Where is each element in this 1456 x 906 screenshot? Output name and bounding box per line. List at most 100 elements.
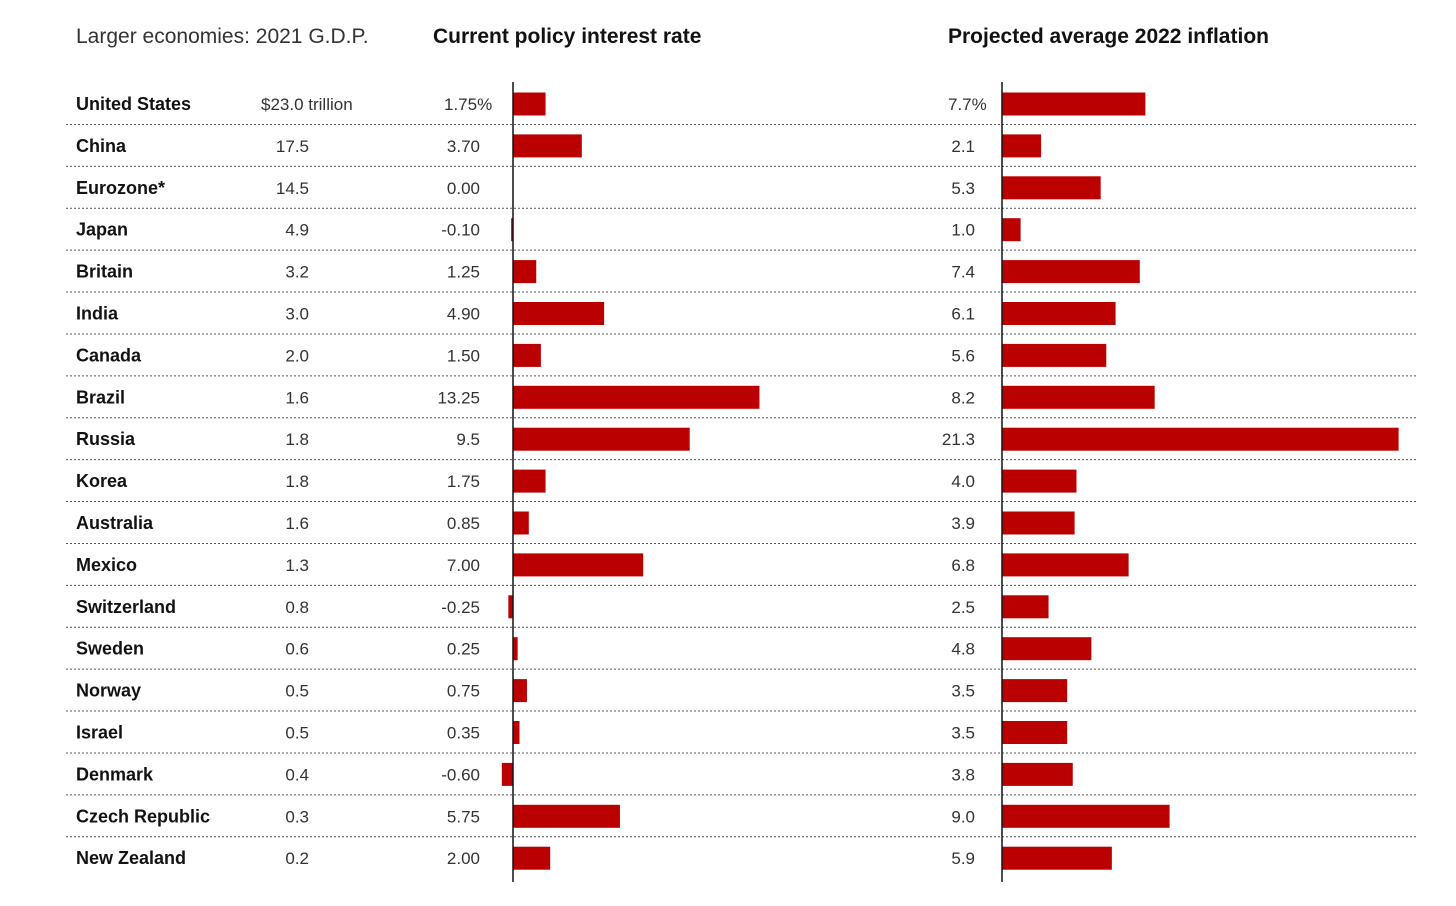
inflation-value: 3.5: [951, 682, 975, 701]
rate-value: 13.25: [437, 388, 480, 407]
gdp-value: 0.8: [285, 598, 309, 617]
bars-group: [501, 92, 1399, 870]
inflation-bar: [1002, 385, 1155, 409]
rate-value: 1.75%: [444, 95, 492, 114]
country-label: Mexico: [76, 555, 137, 575]
rate-value: 2.00: [447, 849, 480, 868]
rate-bar: [513, 302, 605, 325]
inflation-bar: [1002, 218, 1021, 242]
gdp-value: 2.0: [285, 346, 309, 365]
inflation-bar: [1002, 553, 1129, 577]
inflation-bar: [1002, 427, 1399, 451]
inflation-bar: [1002, 846, 1112, 870]
gdp-value: 0.3: [285, 807, 309, 826]
inflation-value: 8.2: [951, 388, 975, 407]
inflation-value: 2.1: [951, 137, 975, 156]
country-label: Britain: [76, 262, 133, 282]
inflation-bar: [1002, 637, 1092, 661]
country-label: Russia: [76, 429, 136, 449]
country-label: China: [76, 136, 127, 156]
country-label: Israel: [76, 723, 123, 743]
inflation-bar: [1002, 469, 1077, 493]
rate-bar: [513, 679, 527, 703]
rate-value: 7.00: [447, 556, 480, 575]
inflation-value: 21.3: [942, 430, 975, 449]
inflation-bar: [1002, 260, 1140, 284]
country-label: Australia: [76, 513, 154, 533]
country-label: Czech Republic: [76, 806, 210, 826]
country-label: India: [76, 304, 119, 324]
country-label: Norway: [76, 681, 141, 701]
country-label: Eurozone*: [76, 178, 165, 198]
country-label: Canada: [76, 345, 142, 365]
inflation-value: 9.0: [951, 807, 975, 826]
country-label: Brazil: [76, 387, 125, 407]
inflation-value: 4.0: [951, 472, 975, 491]
rate-value: 0.00: [447, 179, 480, 198]
inflation-value: 3.9: [951, 514, 975, 533]
inflation-bar: [1002, 92, 1146, 116]
inflation-value: 2.5: [951, 598, 975, 617]
gdp-value: 0.4: [285, 765, 309, 784]
rate-value: 0.25: [447, 640, 480, 659]
rate-bar: [513, 469, 546, 493]
rate-value: -0.10: [441, 221, 480, 240]
rate-value: 4.90: [447, 305, 480, 324]
gdp-value: 17.5: [276, 137, 309, 156]
inflation-value: 5.9: [951, 849, 975, 868]
inflation-bar: [1002, 343, 1107, 367]
rate-value: 1.50: [447, 346, 480, 365]
rate-bar: [513, 511, 529, 535]
rate-value: 9.5: [456, 430, 480, 449]
inflation-value: 5.6: [951, 346, 975, 365]
rate-bar: [513, 846, 551, 870]
rate-value: 1.25: [447, 263, 480, 282]
gdp-value: 0.5: [285, 724, 309, 743]
inflation-value: 7.4: [951, 263, 975, 282]
inflation-bar: [1002, 134, 1042, 158]
inflation-bar: [1002, 176, 1101, 200]
country-label: Sweden: [76, 639, 144, 659]
rate-value: 3.70: [447, 137, 480, 156]
rate-value: 5.75: [447, 807, 480, 826]
rate-value: 0.75: [447, 682, 480, 701]
rate-bar: [513, 260, 537, 284]
country-label: Switzerland: [76, 597, 176, 617]
gdp-value: 1.8: [285, 430, 309, 449]
inflation-value: 4.8: [951, 640, 975, 659]
gdp-value: $23.0 trillion: [261, 95, 353, 114]
rate-bar: [513, 637, 518, 661]
gdp-value: 0.2: [285, 849, 309, 868]
rate-bar: [513, 553, 644, 577]
inflation-value: 7.7%: [948, 95, 987, 114]
country-label: New Zealand: [76, 848, 186, 868]
inflation-bar: [1002, 511, 1075, 535]
gdp-value: 0.5: [285, 682, 309, 701]
gdp-value: 1.6: [285, 388, 309, 407]
rate-bar: [513, 721, 520, 744]
rate-value: -0.25: [441, 598, 480, 617]
inflation-bar: [1002, 595, 1049, 619]
rate-bar: [508, 595, 513, 619]
inflation-bar: [1002, 804, 1170, 828]
inflation-value: 6.1: [951, 305, 975, 324]
rate-bar: [513, 427, 690, 451]
rate-bar: [501, 762, 513, 786]
inflation-bar: [1002, 762, 1073, 786]
rate-header: Current policy interest rate: [433, 25, 701, 48]
gdp-value: 3.2: [285, 263, 309, 282]
rate-bar: [513, 134, 582, 158]
rate-bar: [513, 385, 760, 409]
inflation-bar: [1002, 302, 1116, 325]
gdp-value: 1.8: [285, 472, 309, 491]
country-label: Denmark: [76, 764, 154, 784]
rate-value: 1.75: [447, 472, 480, 491]
inflation-value: 1.0: [951, 221, 975, 240]
gdp-value: 3.0: [285, 305, 309, 324]
gdp-value: 1.3: [285, 556, 309, 575]
gdp-value: 0.6: [285, 640, 309, 659]
country-label: Korea: [76, 471, 128, 491]
gdp-value: 4.9: [285, 221, 309, 240]
rate-value: -0.60: [441, 765, 480, 784]
